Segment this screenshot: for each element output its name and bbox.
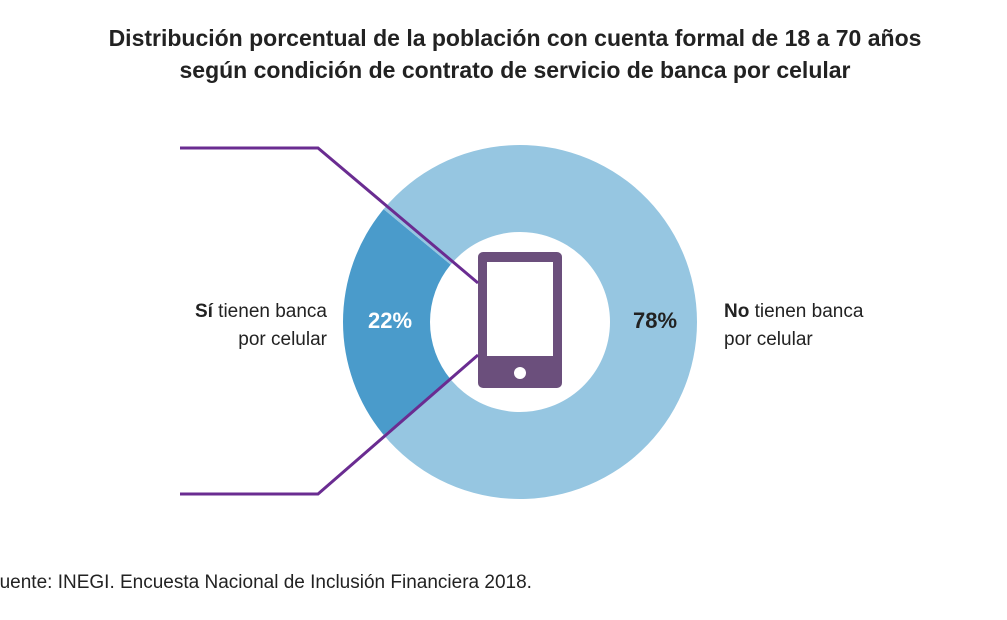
phone-screen bbox=[487, 262, 553, 356]
donut-slice bbox=[343, 209, 451, 435]
callout-line bbox=[180, 353, 479, 496]
source-note: Fuente: INEGI. Encuesta Nacional de Incl… bbox=[0, 572, 532, 593]
value-label: 78% bbox=[633, 308, 677, 333]
chart-title: según condición de contrato de servicio … bbox=[180, 57, 851, 83]
phone-icon bbox=[478, 252, 562, 388]
category-label: No tienen banca por celular bbox=[724, 301, 864, 350]
value-label: 22% bbox=[368, 308, 412, 333]
category-label: Sí tienen banca por celular bbox=[195, 301, 328, 350]
callout-line bbox=[180, 146, 479, 285]
chart-title: Distribución porcentual de la población … bbox=[109, 25, 922, 51]
donut bbox=[343, 144, 698, 499]
phone-button bbox=[514, 367, 526, 379]
donut-slice bbox=[383, 144, 698, 499]
